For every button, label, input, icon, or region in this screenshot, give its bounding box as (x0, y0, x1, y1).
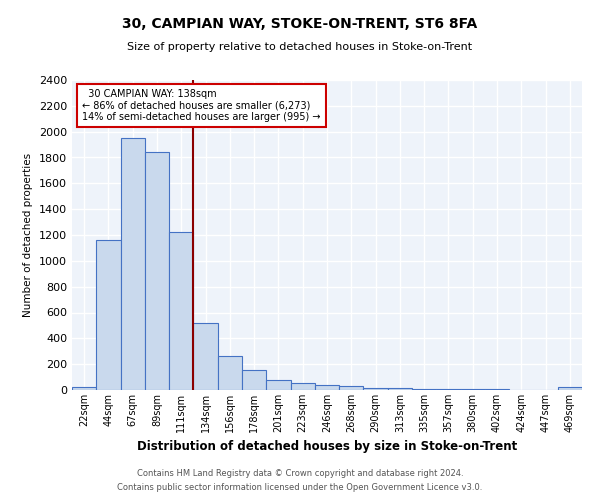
Bar (315, 384, 339, 390)
Bar (388, 388, 412, 390)
X-axis label: Distribution of detached houses by size in Stoke-on-Trent: Distribution of detached houses by size … (137, 440, 517, 454)
Bar (364, 388, 388, 390)
Text: Contains HM Land Registry data © Crown copyright and database right 2024.: Contains HM Land Registry data © Crown c… (137, 468, 463, 477)
Text: Size of property relative to detached houses in Stoke-on-Trent: Size of property relative to detached ho… (127, 42, 473, 52)
Bar (339, 386, 364, 390)
Text: 30, CAMPIAN WAY, STOKE-ON-TRENT, ST6 8FA: 30, CAMPIAN WAY, STOKE-ON-TRENT, ST6 8FA (122, 18, 478, 32)
Bar (412, 389, 436, 390)
Bar (121, 138, 145, 390)
Bar (193, 323, 218, 390)
Bar (558, 388, 582, 390)
Y-axis label: Number of detached properties: Number of detached properties (23, 153, 34, 317)
Bar (242, 370, 266, 390)
Text: 30 CAMPIAN WAY: 138sqm
← 86% of detached houses are smaller (6,273)
14% of semi-: 30 CAMPIAN WAY: 138sqm ← 86% of detached… (82, 90, 320, 122)
Text: Contains public sector information licensed under the Open Government Licence v3: Contains public sector information licen… (118, 484, 482, 492)
Bar (96, 240, 121, 390)
Bar (266, 380, 290, 390)
Bar (218, 356, 242, 390)
Bar (290, 384, 315, 390)
Bar (169, 232, 193, 390)
Bar (145, 152, 169, 390)
Bar (72, 387, 96, 390)
